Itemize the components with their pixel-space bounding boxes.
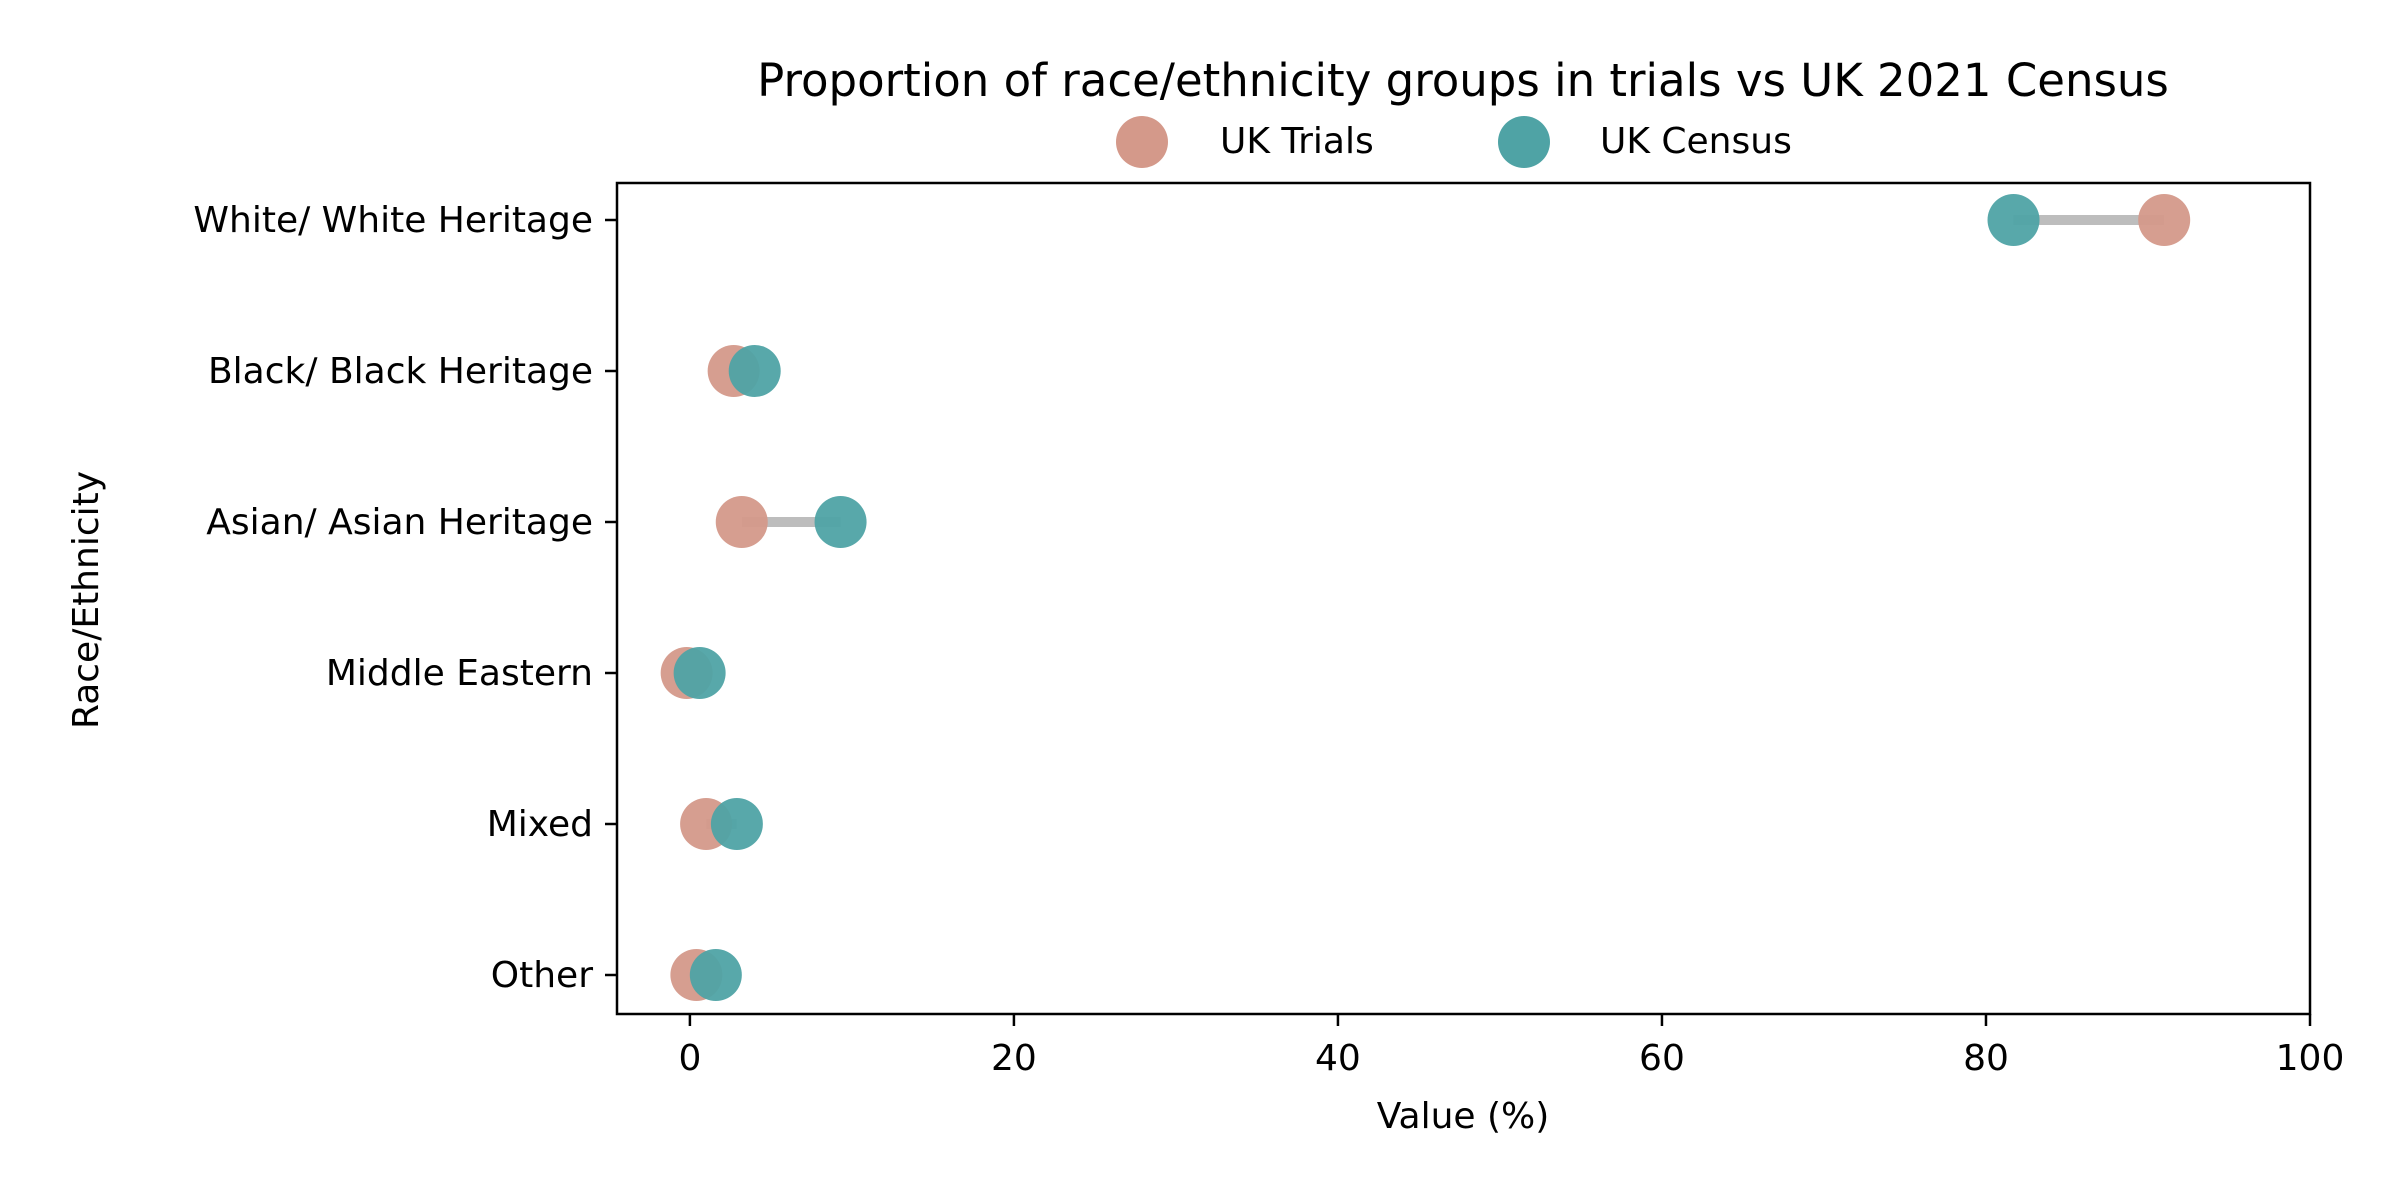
point-uk-census-other [689,949,742,1001]
point-uk-census-middle-eastern [673,647,726,699]
y-tick-label: White/ White Heritage [193,200,593,241]
x-tick-label: 40 [1315,1038,1361,1079]
y-tick-label: Other [491,955,593,996]
x-tick-label: 80 [1963,1038,2009,1079]
y-tick-label: Asian/ Asian Heritage [206,502,593,543]
point-uk-trials-white-white-heritage [2138,194,2191,246]
x-axis-ticks: 0 20 40 60 80 100 [678,1014,2344,1079]
x-axis-label: Value (%) [1377,1096,1550,1137]
y-tick-label: Middle Eastern [326,653,593,694]
point-uk-census-white-white-heritage [1987,194,2040,246]
x-tick-label: 60 [1639,1038,1685,1079]
point-uk-census-black-black-heritage [728,345,781,397]
legend: UK Trials UK Census [1116,116,1792,168]
legend-marker-uk-census [1498,116,1550,168]
x-tick-label: 0 [678,1038,701,1079]
legend-marker-uk-trials [1116,116,1168,168]
point-uk-census-asian-asian-heritage [814,496,867,548]
y-tick-label: Mixed [487,804,593,845]
legend-label-uk-census: UK Census [1600,121,1792,162]
plot-area [660,194,2191,1001]
x-tick-label: 100 [2276,1038,2345,1079]
point-uk-trials-asian-asian-heritage [715,496,768,548]
x-tick-label: 20 [991,1038,1037,1079]
y-tick-label: Black/ Black Heritage [208,351,593,392]
y-axis-ticks: White/ White Heritage Black/ Black Herita… [193,200,617,996]
chart-title: Proportion of race/ethnicity groups in t… [757,54,2169,107]
legend-label-uk-trials: UK Trials [1220,121,1374,162]
y-axis-label: Race/Ethnicity [66,471,107,729]
plot-frame [615,181,2312,1016]
point-uk-census-mixed [710,798,763,850]
